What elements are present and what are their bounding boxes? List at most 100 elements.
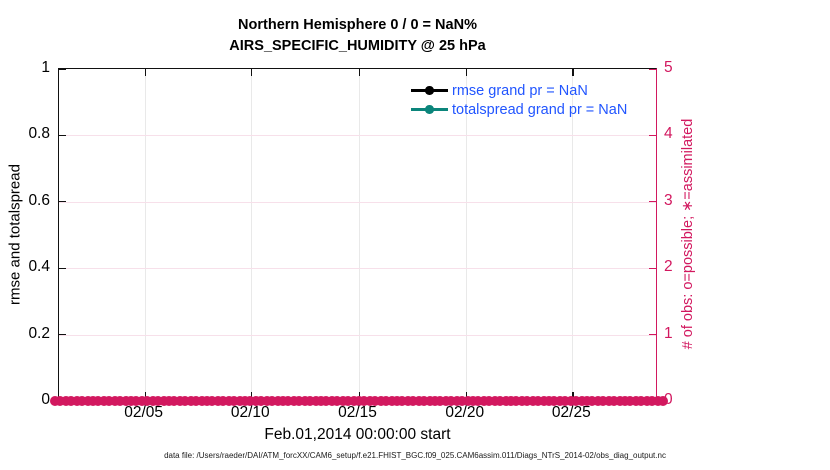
obs-count-marker [614,395,625,406]
y-tick-label-left: 1 [41,59,50,76]
obs-count-marker [153,395,164,406]
y-tick-mark-left [59,334,66,336]
obs-count-marker [191,395,202,406]
x-tick-mark-top [358,69,360,76]
obs-count-marker [652,395,663,406]
obs-count-marker [278,395,288,406]
horizontal-gridline [59,334,656,336]
x-tick-mark-top [144,69,146,76]
obs-count-marker [354,395,364,406]
y-tick-label-right: 1 [664,324,673,342]
obs-count-marker [164,395,174,406]
legend-line-sample [411,105,448,114]
horizontal-gridline [59,201,656,203]
chart-title: Northern Hemisphere 0 / 0 = NaN% [238,17,477,33]
legend-entry: totalspread grand pr = NaN [411,102,627,118]
obs-count-marker [527,395,538,406]
obs-count-marker [66,395,77,406]
obs-count-marker [592,395,603,406]
obs-count-marker [71,395,82,406]
obs-count-marker [446,395,457,406]
obs-count-marker [283,395,294,406]
obs-count-marker [305,395,316,406]
obs-count-marker [522,395,533,406]
obs-count-marker [359,395,370,406]
chart-titles: Northern Hemisphere 0 / 0 = NaN% AIRS_SP… [58,15,657,57]
obs-count-marker [506,395,516,406]
vertical-gridline [144,69,146,399]
obs-count-marker [88,395,98,406]
obs-count-marker [245,395,256,406]
obs-count-marker [115,395,126,406]
obs-count-marker [538,395,549,406]
horizontal-gridline [59,135,656,137]
obs-count-marker [603,395,614,406]
horizontal-gridline [59,268,656,270]
obs-count-marker [250,395,261,406]
obs-count-marker [50,395,60,406]
obs-count-marker [180,395,191,406]
y-axis-label-left: rmse and totalspread [6,164,24,305]
obs-count-marker [473,395,484,406]
obs-count-marker [402,395,413,406]
obs-count-marker [435,395,446,406]
obs-count-marker [658,395,668,406]
chart-subtitle: AIRS_SPECIFIC_HUMIDITY @ 25 hPa [229,38,486,54]
x-tick-label: 02/25 [551,404,591,421]
obs-count-marker [440,395,451,406]
obs-count-marker [332,395,343,406]
obs-count-marker [392,395,402,406]
y-tick-mark-right [649,134,656,137]
obs-count-marker [109,395,120,406]
obs-count-marker [375,395,386,406]
obs-count-marker [620,395,630,406]
obs-count-marker [609,395,620,406]
obs-count-marker [272,395,283,406]
obs-count-marker [169,395,180,406]
obs-count-marker [77,395,88,406]
y-tick-mark-left [59,267,66,269]
obs-count-marker [60,395,71,406]
obs-count-marker [386,395,397,406]
obs-count-marker [126,395,136,406]
legend-marker-dot [425,86,434,95]
y-tick-mark-right [649,267,656,269]
y-tick-label-left: 0.2 [28,324,50,342]
obs-count-marker [408,395,419,406]
x-axis-label: Feb.01,2014 00:00:00 start [264,426,451,443]
obs-count-marker [565,395,576,406]
obs-count-marker [93,395,104,406]
obs-count-marker [294,395,305,406]
obs-count-marker [582,395,592,406]
y-tick-label-left: 0 [41,391,50,408]
x-tick-label: 02/20 [445,404,485,421]
y-tick-label-right: 3 [664,191,673,209]
obs-count-marker [495,395,506,406]
y-tick-mark-right [649,68,656,70]
x-tick-mark-top [251,69,253,76]
obs-count-marker [185,395,196,406]
obs-count-marker [500,395,511,406]
plot-area: rmse grand pr = NaN totalspread grand pr … [50,68,668,406]
legend-marker-dot [425,105,434,114]
obs-count-marker [223,395,234,406]
obs-count-marker [364,395,375,406]
y-tick-mark-left [59,134,66,137]
obs-count-marker [560,395,571,406]
obs-count-marker [484,395,495,406]
obs-count-marker [212,395,223,406]
x-tick-mark-top [465,69,467,76]
legend-entry: rmse grand pr = NaN [411,83,627,99]
x-tick-label: 02/15 [338,404,377,421]
obs-count-marker [430,395,440,406]
obs-count-marker [343,395,354,406]
legend: rmse grand pr = NaN totalspread grand pr … [411,83,627,121]
y-tick-mark-right [649,201,656,203]
obs-count-marker [544,395,554,406]
obs-count-marker-band [50,395,668,406]
obs-count-marker [234,395,245,406]
x-tick-mark-top [572,69,574,76]
obs-count-marker [641,395,652,406]
obs-count-marker [147,395,158,406]
